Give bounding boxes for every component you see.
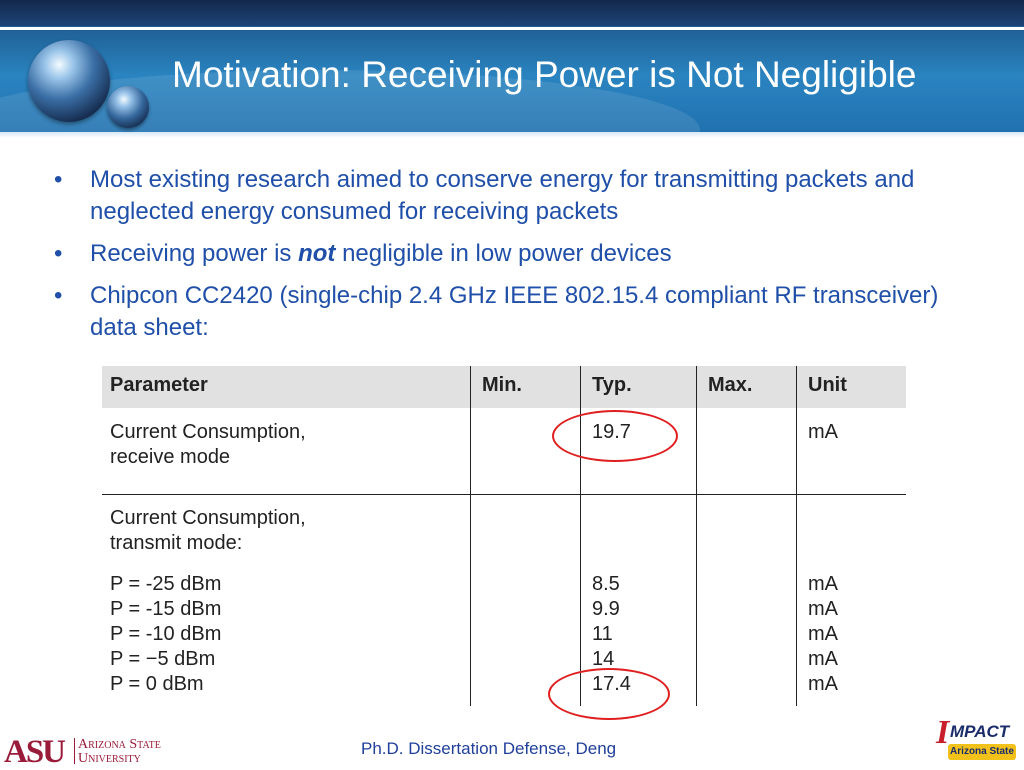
- bullet-dot: •: [54, 240, 63, 267]
- column-divider: [696, 366, 697, 706]
- bullet-dot: •: [54, 282, 63, 309]
- column-divider: [580, 366, 581, 706]
- tx-units: mA mA mA mA mA: [808, 573, 838, 695]
- banner-top-band: [0, 0, 1024, 26]
- bullet-item: • Receiving power is not negligible in l…: [50, 238, 970, 270]
- header-parameter: Parameter: [110, 374, 208, 396]
- tx-power-levels: P = -25 dBm P = -15 dBm P = -10 dBm P = …: [110, 573, 222, 695]
- rx-unit: mA: [808, 421, 838, 443]
- bullet-emphasis: not: [298, 240, 336, 267]
- rx-parameter: Current Consumption, receive mode: [110, 421, 306, 468]
- header-min: Min.: [482, 374, 522, 396]
- bullet-item: • Chipcon CC2420 (single-chip 2.4 GHz IE…: [50, 280, 970, 344]
- bullet-text: Most existing research aimed to conserve…: [90, 166, 915, 225]
- tx-parameter: Current Consumption, transmit mode:: [110, 507, 306, 554]
- bullet-dot: •: [54, 166, 63, 193]
- asu-name-line2: University: [78, 751, 141, 766]
- asu-logo: ASU Arizona State University: [4, 734, 204, 770]
- bullet-item: • Most existing research aimed to conser…: [50, 164, 970, 228]
- header-max: Max.: [708, 374, 753, 396]
- bullet-text-after: negligible in low power devices: [335, 240, 672, 267]
- header-typ: Typ.: [592, 374, 632, 396]
- bullet-list: • Most existing research aimed to conser…: [50, 164, 970, 354]
- asu-name: Arizona State University: [78, 738, 161, 766]
- impact-initial: I: [936, 714, 950, 751]
- asu-mark: ASU: [4, 734, 66, 770]
- highlight-ring-rx: [552, 410, 678, 462]
- impact-logo: I MPACT Arizona State: [936, 710, 1020, 766]
- table-header-row: [102, 366, 906, 408]
- globe-small-icon: [107, 86, 149, 128]
- banner-bottom-divider: [0, 132, 1024, 138]
- banner-divider: [0, 27, 1024, 30]
- slide-title: Motivation: Receiving Power is Not Negli…: [172, 54, 917, 95]
- bullet-text-before: Receiving power is: [90, 240, 299, 267]
- column-divider: [470, 366, 471, 706]
- asu-logo-divider: [74, 738, 75, 764]
- impact-word: MPACT: [950, 722, 1010, 741]
- column-divider: [796, 366, 797, 706]
- footer-text: Ph.D. Dissertation Defense, Deng: [361, 739, 617, 758]
- highlight-ring-tx: [548, 668, 670, 720]
- header-unit: Unit: [808, 374, 847, 396]
- globe-large-icon: [28, 40, 110, 122]
- row-divider: [102, 494, 906, 495]
- title-banner: Motivation: Receiving Power is Not Negli…: [0, 0, 1024, 138]
- bullet-text: Chipcon CC2420 (single-chip 2.4 GHz IEEE…: [90, 282, 939, 341]
- asu-name-line1: Arizona State: [78, 737, 161, 752]
- impact-subtitle: Arizona State: [948, 744, 1016, 760]
- datasheet-table: Parameter Min. Typ. Max. Unit Current Co…: [102, 366, 906, 706]
